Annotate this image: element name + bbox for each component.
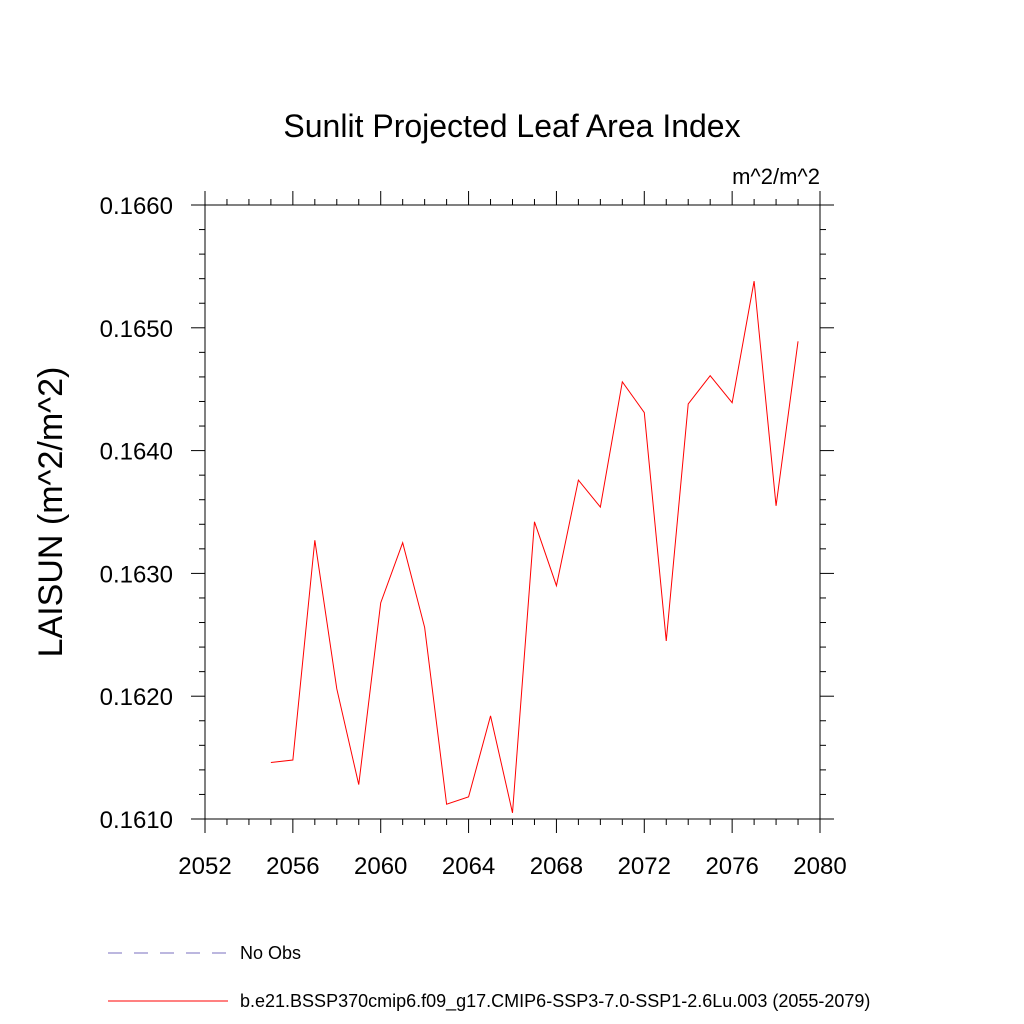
series-group: [270, 281, 799, 813]
x-tick-label: 2056: [266, 853, 319, 880]
series-line-0: [270, 281, 799, 813]
axis-ticks: [191, 191, 834, 833]
y-tick-label: 0.1620: [100, 684, 173, 711]
y-tick-label: 0.1610: [100, 807, 173, 834]
legend: No Obs b.e21.BSSP370cmip6.f09_g17.CMIP6-…: [108, 943, 870, 1012]
x-tick-label: 2060: [354, 853, 407, 880]
units-label: m^2/m^2: [732, 164, 820, 189]
y-tick-label: 0.1660: [100, 193, 173, 220]
x-tick-label: 2064: [442, 853, 495, 880]
legend-label-no-obs: No Obs: [240, 943, 301, 963]
x-tick-label: 2072: [618, 853, 671, 880]
y-axis-label: LAISUN (m^2/m^2): [32, 367, 70, 658]
y-tick-label: 0.1650: [100, 316, 173, 343]
legend-label-series: b.e21.BSSP370cmip6.f09_g17.CMIP6-SSP3-7.…: [240, 991, 870, 1012]
x-tick-label: 2052: [178, 853, 231, 880]
x-tick-label: 2068: [530, 853, 583, 880]
x-tick-label: 2080: [793, 853, 846, 880]
axis-tick-labels: 2052 2056 2060 2064 2068 2072 2076 2080 0.1610 0.…: [100, 193, 847, 880]
chart-title: Sunlit Projected Leaf Area Index: [283, 108, 740, 144]
y-tick-label: 0.1640: [100, 439, 173, 466]
y-tick-label: 0.1630: [100, 561, 173, 588]
plot-frame: [204, 204, 821, 820]
x-tick-label: 2076: [705, 853, 758, 880]
